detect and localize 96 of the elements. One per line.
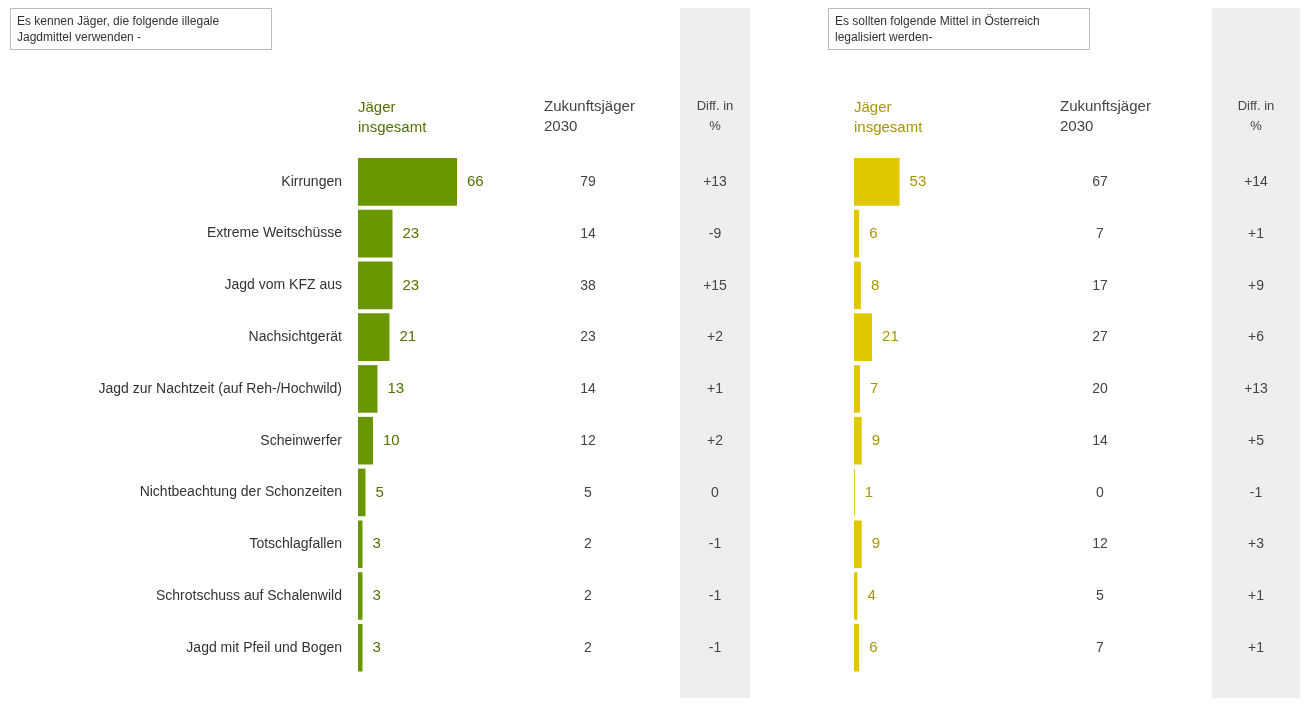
text: +2 — [706, 430, 724, 450]
data-label: 3 — [372, 637, 381, 655]
text: Es sollten folgende Mittel in Österreich legalisiert werden- — [828, 8, 1090, 50]
y-tick-label: Kirrungen — [281, 172, 342, 189]
text: 2 — [583, 534, 593, 554]
text: 27 — [1091, 327, 1109, 347]
y-tick-label: Jagd vom KFZ aus — [224, 276, 342, 293]
text: +15 — [702, 275, 728, 295]
bar — [854, 209, 860, 258]
text: 14 — [1091, 430, 1109, 450]
data-label: 9 — [871, 534, 881, 552]
bar — [854, 416, 862, 465]
data-label: 5 — [375, 482, 384, 500]
text: +6 — [1247, 327, 1265, 347]
text: 12 — [579, 430, 597, 450]
text: 2 — [583, 586, 593, 606]
text: 14 — [579, 223, 597, 243]
text: +5 — [1247, 430, 1265, 450]
text: 7 — [1095, 223, 1105, 243]
bar — [358, 158, 457, 206]
text: -1 — [1248, 482, 1264, 502]
data-label: 23 — [402, 223, 420, 241]
bar — [358, 313, 390, 361]
data-label: 4 — [867, 586, 876, 604]
text: Zukunftsjäger 2030 — [1060, 96, 1152, 136]
text: -1 — [707, 637, 723, 657]
text: 0 — [710, 482, 720, 502]
y-tick-label: Nichtbeachtung der Schonzeiten — [139, 483, 342, 500]
data-label: 53 — [909, 172, 927, 190]
bar — [854, 520, 862, 569]
bar — [358, 209, 393, 258]
y-tick-label: Extreme Weitschüsse — [206, 224, 343, 241]
y-tick-label: Jagd mit Pfeil und Bogen — [186, 638, 342, 655]
bar — [854, 365, 861, 413]
text: 0 — [1095, 482, 1105, 502]
text: 23 — [579, 327, 597, 347]
data-label: 1 — [864, 482, 874, 500]
bar — [358, 416, 373, 465]
bar — [358, 365, 378, 413]
data-label: 21 — [399, 327, 417, 345]
y-tick-label: Nachsichtgerät — [248, 328, 343, 345]
text: +1 — [706, 379, 724, 399]
bar — [358, 261, 393, 310]
text: 20 — [1091, 379, 1109, 399]
data-label: 21 — [882, 327, 899, 345]
text: +9 — [1247, 275, 1265, 295]
text: +1 — [1247, 637, 1265, 657]
data-label: 9 — [871, 430, 881, 448]
text: -1 — [707, 534, 723, 554]
text: 38 — [579, 275, 597, 295]
text: 5 — [1095, 586, 1105, 606]
bar — [358, 520, 363, 569]
text: Diff. in % — [695, 97, 735, 135]
text: +1 — [1247, 586, 1265, 606]
bar — [358, 468, 366, 517]
data-label: 10 — [383, 430, 400, 448]
data-label: 66 — [467, 172, 484, 190]
data-label: 23 — [402, 275, 420, 293]
text: 79 — [579, 172, 597, 191]
text: Zukunftsjäger 2030 — [544, 96, 636, 136]
data-label: 8 — [870, 275, 880, 293]
y-tick-label: Totschlagfallen — [249, 535, 342, 552]
bar — [358, 623, 363, 672]
text: +1 — [1247, 223, 1265, 243]
y-tick-label: Scheinwerfer — [260, 431, 343, 448]
text: Es kennen Jäger, die folgende illegale Jagdmittel verwenden - — [10, 8, 272, 50]
text: 5 — [583, 482, 593, 502]
text: 7 — [1095, 637, 1105, 657]
data-label: 13 — [387, 379, 405, 397]
text: 17 — [1091, 275, 1109, 295]
data-label: 6 — [869, 637, 878, 655]
text: -9 — [707, 223, 723, 243]
text: +13 — [702, 172, 728, 191]
text: -1 — [707, 586, 723, 606]
text: 2 — [583, 637, 593, 657]
series-label: Jäger insgesamt — [854, 98, 924, 136]
text: 14 — [579, 379, 597, 399]
bar — [854, 158, 900, 206]
text: +2 — [706, 327, 724, 347]
text: 12 — [1091, 534, 1109, 554]
bar — [854, 623, 860, 672]
bar — [854, 313, 873, 361]
y-tick-label: Schrotschuss auf Schalenwild — [156, 586, 342, 603]
text: +14 — [1243, 172, 1269, 191]
data-label: 6 — [869, 223, 878, 241]
y-tick-label: Jagd zur Nachtzeit (auf Reh-/Hochwild) — [98, 379, 342, 396]
data-label: 7 — [870, 379, 879, 397]
data-label: 3 — [372, 586, 381, 604]
text: Diff. in % — [1236, 97, 1276, 135]
series-label: Jäger insgesamt — [358, 98, 428, 136]
text: 67 — [1091, 172, 1109, 191]
data-label: 3 — [372, 534, 381, 552]
bar — [854, 261, 861, 310]
text: +3 — [1247, 534, 1265, 554]
bar — [358, 572, 363, 620]
text: +13 — [1243, 379, 1269, 399]
